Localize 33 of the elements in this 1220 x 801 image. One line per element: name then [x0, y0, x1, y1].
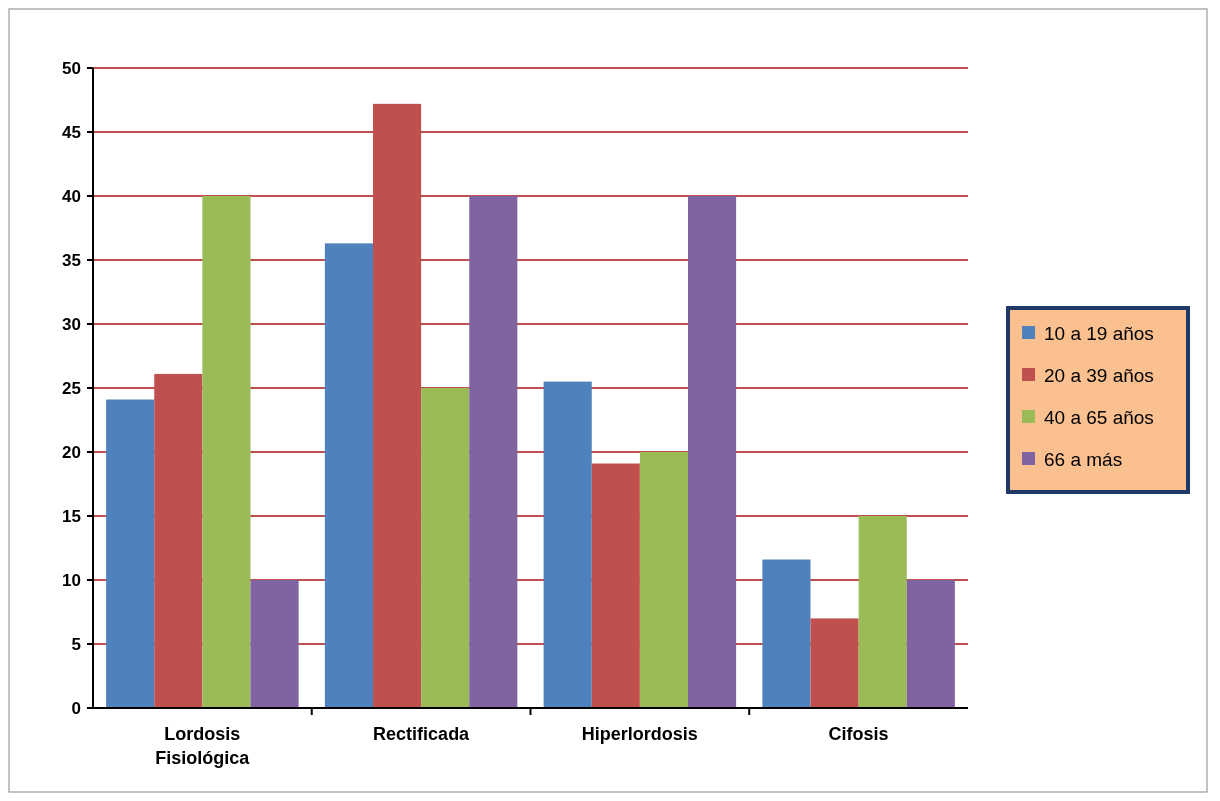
- y-tick-label: 45: [62, 122, 81, 142]
- bar: [858, 516, 907, 708]
- legend-label: 40 a 65 años: [1044, 406, 1154, 428]
- y-tick-label: 35: [62, 250, 81, 270]
- legend-label: 10 a 19 años: [1044, 322, 1154, 344]
- bar: [250, 580, 299, 708]
- bar: [762, 559, 811, 708]
- bar: [324, 243, 373, 708]
- y-tick-label: 30: [62, 314, 81, 334]
- y-tick-label: 10: [62, 570, 81, 590]
- bar: [906, 580, 955, 708]
- y-tick-label: 15: [62, 506, 81, 526]
- bar: [106, 399, 155, 708]
- bar: [421, 388, 470, 708]
- bar: [469, 196, 518, 708]
- bar: [543, 381, 592, 708]
- x-tick-label: Cifosis: [828, 724, 889, 744]
- x-tick-label: Hiperlordosis: [581, 724, 698, 744]
- bar: [591, 463, 640, 708]
- y-tick-label: 50: [62, 58, 81, 78]
- bar: [810, 618, 859, 708]
- legend-label: 20 a 39 años: [1044, 364, 1154, 386]
- legend-label: 66 a más: [1044, 448, 1123, 470]
- y-tick-label: 5: [71, 634, 81, 654]
- y-tick-label: 0: [71, 698, 81, 718]
- y-tick-label: 20: [62, 442, 81, 462]
- x-tick-label: Rectificada: [373, 724, 471, 744]
- y-tick-label: 25: [62, 378, 81, 398]
- bar: [202, 196, 251, 708]
- bar: [639, 452, 688, 708]
- x-tick-label: Lordosis Fisiológica: [155, 724, 251, 768]
- bar: [688, 196, 737, 708]
- y-tick-label: 40: [62, 186, 81, 206]
